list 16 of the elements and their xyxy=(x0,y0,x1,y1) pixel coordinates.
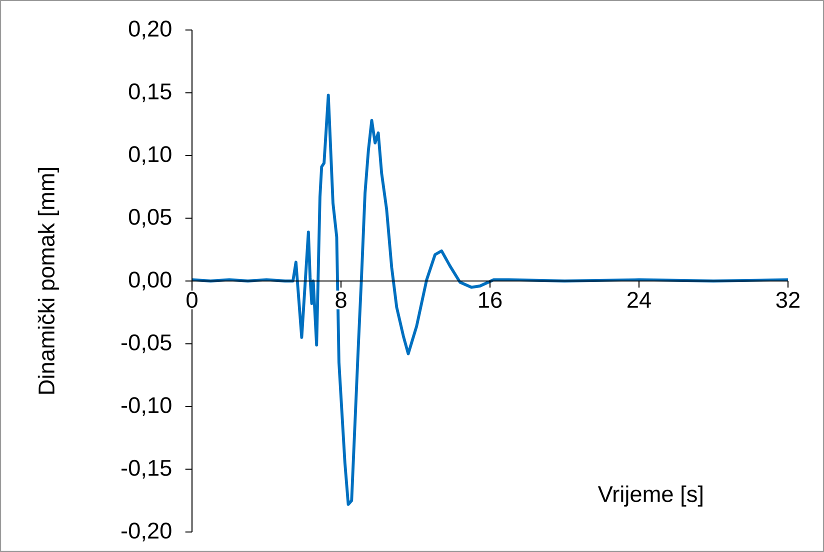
x-tick-label: 0 xyxy=(186,292,198,308)
y-tick-label: 0,00 xyxy=(128,272,172,290)
y-tick-label: 0,20 xyxy=(128,20,172,40)
y-tick-label: 0,15 xyxy=(128,83,172,102)
y-tick-label: 0,10 xyxy=(128,146,172,165)
y-axis-title: Dinamički pomak [mm] xyxy=(38,168,60,394)
y-tick-label: 0,05 xyxy=(128,208,172,228)
y-tick-label: -0,10 xyxy=(122,397,172,416)
y-tick-label: -0,15 xyxy=(122,460,172,479)
x-tick-label: 8 xyxy=(336,292,346,308)
x-tick-label: 24 xyxy=(628,292,651,308)
y-tick-label: -0,20 xyxy=(122,522,172,542)
x-axis-title: Vrijeme [s] xyxy=(598,485,702,507)
y-tick-label: -0,05 xyxy=(122,334,172,354)
x-tick-label: 32 xyxy=(776,292,800,308)
x-tick-label: 16 xyxy=(479,292,502,308)
